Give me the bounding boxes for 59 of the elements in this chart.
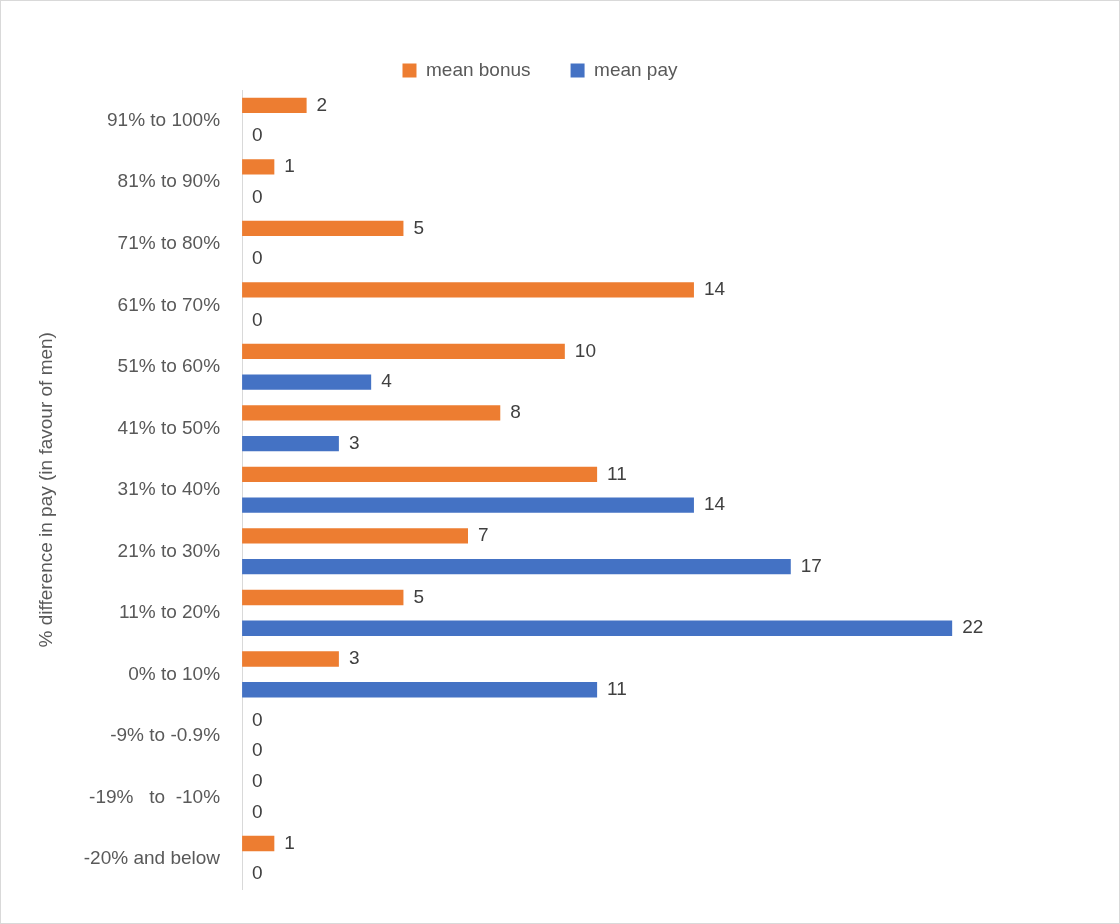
bar [242,589,404,606]
data-label: 14 [703,278,726,300]
data-label: 1 [284,831,295,853]
bar [242,651,339,667]
data-label: 14 [703,493,726,515]
data-label: 2 [316,93,328,115]
y-tick-label: 0% to 10% [128,662,221,684]
data-label: 0 [252,800,263,822]
data-label: 4 [381,370,393,392]
data-label: 11 [607,677,627,699]
y-tick-label: 41% to 50% [117,416,221,438]
bar [242,835,275,852]
bar [242,374,372,390]
legend-label: mean bonus [425,58,531,80]
bar [242,497,694,513]
bar [242,220,404,237]
data-label: 1 [284,155,295,177]
bar [242,559,791,575]
y-axis-title: % difference in pay (in favour of men) [34,332,56,648]
data-label: 5 [413,585,425,607]
data-label: 3 [348,647,360,669]
data-label: 0 [252,308,263,330]
y-tick-label: -19% to -10% [89,785,221,807]
bar [242,620,953,636]
data-label: 0 [252,862,263,884]
bar [242,405,501,421]
y-tick-label: 11% to 20% [118,601,221,623]
y-tick-label: 51% to 60% [117,355,221,377]
data-label: 5 [413,216,425,238]
bar [242,282,694,298]
data-label: 11 [607,462,627,484]
data-label: 0 [252,770,263,792]
bar [242,466,598,483]
data-label: 0 [252,247,263,269]
bar [242,159,275,175]
bar [242,343,565,360]
bar [242,528,468,544]
data-label: 7 [478,524,489,546]
bar [242,682,598,698]
y-tick-label: 21% to 30% [117,539,221,561]
legend-label: mean pay [594,58,679,80]
data-label: 8 [510,401,521,423]
y-tick-label: 71% to 80% [117,232,221,253]
data-label: 0 [252,708,263,730]
data-label: 10 [574,339,596,361]
data-label: 0 [252,124,263,146]
data-label: 22 [962,616,984,638]
data-label: 0 [252,185,263,207]
data-label: 17 [800,554,822,576]
bar [242,97,307,114]
data-label: 3 [348,431,360,453]
bar [242,435,339,452]
y-tick-label: 61% to 70% [117,293,221,315]
y-tick-label: 81% to 90% [117,170,221,192]
y-tick-label: 31% to 40% [117,478,221,500]
data-label: 0 [252,739,263,761]
y-tick-label: 91% to 100% [107,108,221,130]
y-tick-label: -9% to -0.9% [110,724,221,746]
y-tick-label: -20% and below [83,847,221,869]
